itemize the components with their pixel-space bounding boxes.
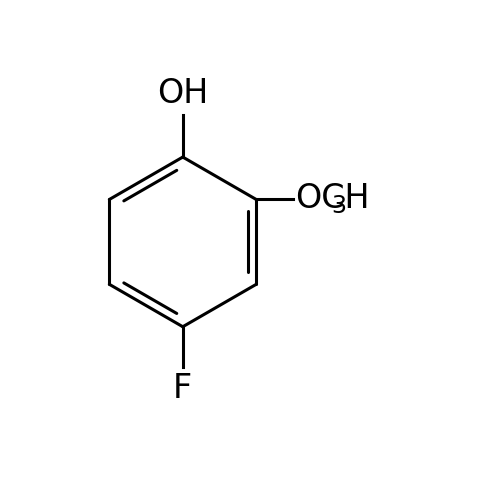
Text: OCH: OCH xyxy=(296,182,370,215)
Text: 3: 3 xyxy=(331,194,346,218)
Text: OH: OH xyxy=(157,77,208,110)
Text: F: F xyxy=(173,372,193,405)
